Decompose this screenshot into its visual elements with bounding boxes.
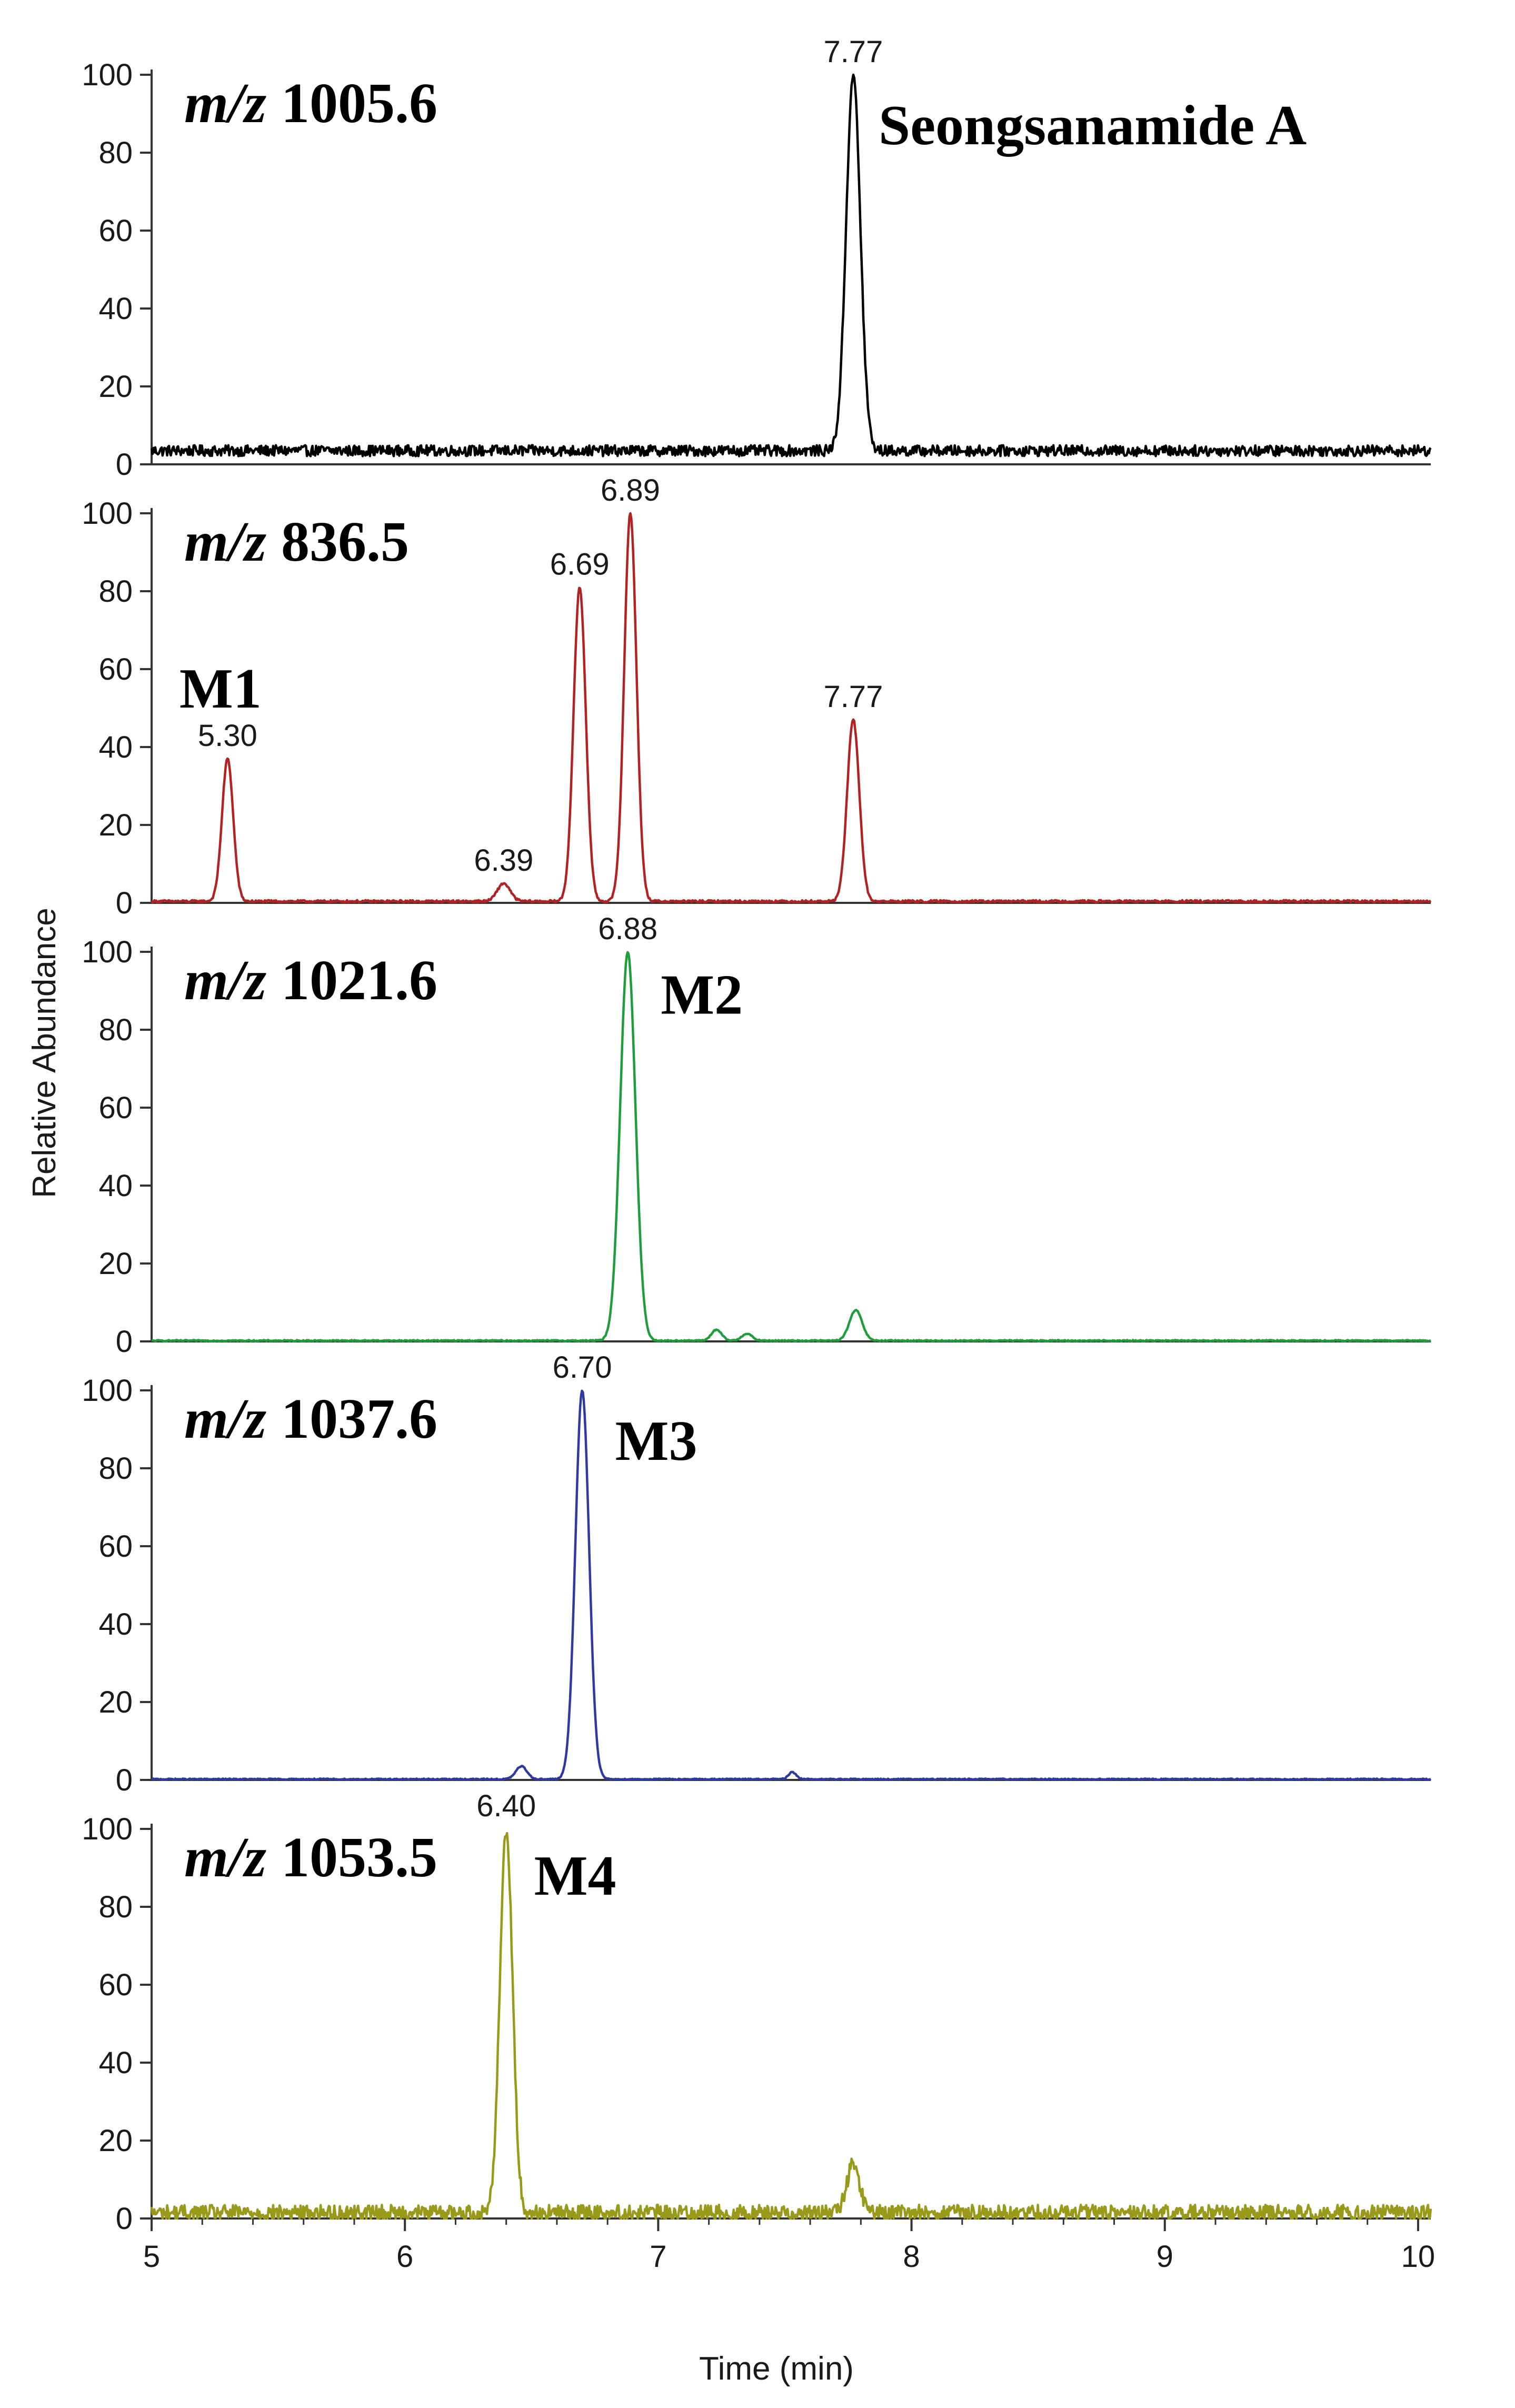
y-tick-label: 80 bbox=[98, 1890, 133, 1924]
mz-label: m/z 836.5 bbox=[184, 511, 409, 573]
y-tick-label: 40 bbox=[98, 1607, 133, 1641]
y-tick-label: 40 bbox=[98, 2046, 133, 2080]
mz-prefix: m/z bbox=[184, 949, 266, 1012]
mz-prefix: m/z bbox=[184, 1826, 266, 1889]
y-tick-label: 40 bbox=[98, 1169, 133, 1203]
y-tick-label: 100 bbox=[82, 58, 133, 92]
x-axis-title: Time (min) bbox=[699, 2351, 854, 2387]
peak-label: 6.40 bbox=[476, 1789, 536, 1823]
mz-value: 1037.6 bbox=[281, 1388, 437, 1450]
trace-line bbox=[150, 73, 1432, 457]
x-tick-label: 8 bbox=[903, 2240, 920, 2274]
mz-value: 836.5 bbox=[281, 511, 409, 573]
y-tick-label: 40 bbox=[98, 292, 133, 326]
y-tick-label: 0 bbox=[116, 1325, 133, 1359]
panel-4: 0 20 40 60 80 100 6.70 m/z 1037.6 M3 bbox=[82, 1350, 1432, 1797]
mz-value: 1005.6 bbox=[281, 72, 437, 135]
x-tick-label: 5 bbox=[143, 2240, 160, 2274]
y-tick-label: 100 bbox=[82, 1374, 133, 1408]
x-axis: 5 6 7 8 9 10 bbox=[143, 2218, 1435, 2274]
panel-1: 0 20 40 60 80 100 7.77 m/z 1005.6 Seongsanamide A bbox=[82, 35, 1432, 482]
x-tick-label: 9 bbox=[1157, 2240, 1173, 2274]
y-tick-label: 20 bbox=[98, 808, 133, 842]
y-tick-label: 60 bbox=[98, 1529, 133, 1564]
y-tick-label: 40 bbox=[98, 730, 133, 764]
y-tick-label: 60 bbox=[98, 1091, 133, 1125]
y-tick-label: 20 bbox=[98, 2124, 133, 2158]
y-tick-label: 80 bbox=[98, 1451, 133, 1486]
y-tick-label: 60 bbox=[98, 214, 133, 248]
compound-label: M1 bbox=[180, 658, 262, 720]
mz-prefix: m/z bbox=[184, 72, 266, 135]
peak-label: 6.89 bbox=[601, 473, 660, 508]
trace-line bbox=[151, 951, 1431, 1342]
peak-label: 6.39 bbox=[474, 843, 533, 878]
y-tick-label: 80 bbox=[98, 1013, 133, 1047]
mz-label: m/z 1037.6 bbox=[184, 1388, 437, 1450]
y-tick-label: 100 bbox=[82, 496, 133, 531]
y-tick-label: 0 bbox=[116, 447, 133, 482]
x-tick-label: 10 bbox=[1401, 2240, 1436, 2274]
peak-label: 6.69 bbox=[550, 548, 610, 582]
trace-line bbox=[150, 512, 1432, 904]
y-tick-label: 80 bbox=[98, 574, 133, 609]
compound-label: M4 bbox=[534, 1845, 616, 1907]
panel-3: 0 20 40 60 80 100 6.88 m/z 1021.6 M2 bbox=[82, 912, 1431, 1359]
y-tick-label: 0 bbox=[116, 1763, 133, 1797]
mz-value: 1021.6 bbox=[281, 949, 437, 1012]
panel-5: 0 20 40 60 80 100 6.40 m/z 1053.5 M4 bbox=[82, 1789, 1432, 2236]
y-tick-label: 0 bbox=[116, 2202, 133, 2236]
compound-label: Seongsanamide A bbox=[879, 94, 1307, 157]
y-tick-label: 60 bbox=[98, 1968, 133, 2002]
compound-label: M3 bbox=[615, 1410, 697, 1472]
y-tick-label: 20 bbox=[98, 1247, 133, 1281]
mz-label: m/z 1005.6 bbox=[184, 72, 437, 135]
trace-line bbox=[150, 1832, 1432, 2220]
mz-prefix: m/z bbox=[184, 511, 266, 573]
mz-label: m/z 1021.6 bbox=[184, 949, 437, 1012]
peak-label: 7.77 bbox=[823, 680, 883, 714]
y-tick-label: 100 bbox=[82, 935, 133, 969]
y-tick-label: 100 bbox=[82, 1812, 133, 1846]
peak-label: 7.77 bbox=[823, 35, 883, 69]
y-tick-label: 20 bbox=[98, 1685, 133, 1719]
trace-line bbox=[151, 1389, 1432, 1781]
peak-label: 6.70 bbox=[553, 1350, 612, 1385]
x-tick-label: 6 bbox=[396, 2240, 413, 2274]
y-tick-label: 20 bbox=[98, 370, 133, 404]
y-tick-label: 60 bbox=[98, 652, 133, 686]
mz-prefix: m/z bbox=[184, 1388, 266, 1450]
peak-label: 5.30 bbox=[198, 719, 257, 753]
y-tick-label: 0 bbox=[116, 886, 133, 920]
peak-label: 6.88 bbox=[598, 912, 657, 946]
mz-label: m/z 1053.5 bbox=[184, 1826, 437, 1889]
y-axis-title: Relative Abundance bbox=[26, 908, 63, 1198]
compound-label: M2 bbox=[661, 963, 743, 1026]
x-tick-label: 7 bbox=[650, 2240, 666, 2274]
panel-2: 0 20 40 60 80 100 5.30 6.39 6.69 6.89 7.77 m/z 836.5… bbox=[82, 473, 1432, 920]
mz-value: 1053.5 bbox=[281, 1826, 437, 1889]
y-tick-label: 80 bbox=[98, 136, 133, 170]
